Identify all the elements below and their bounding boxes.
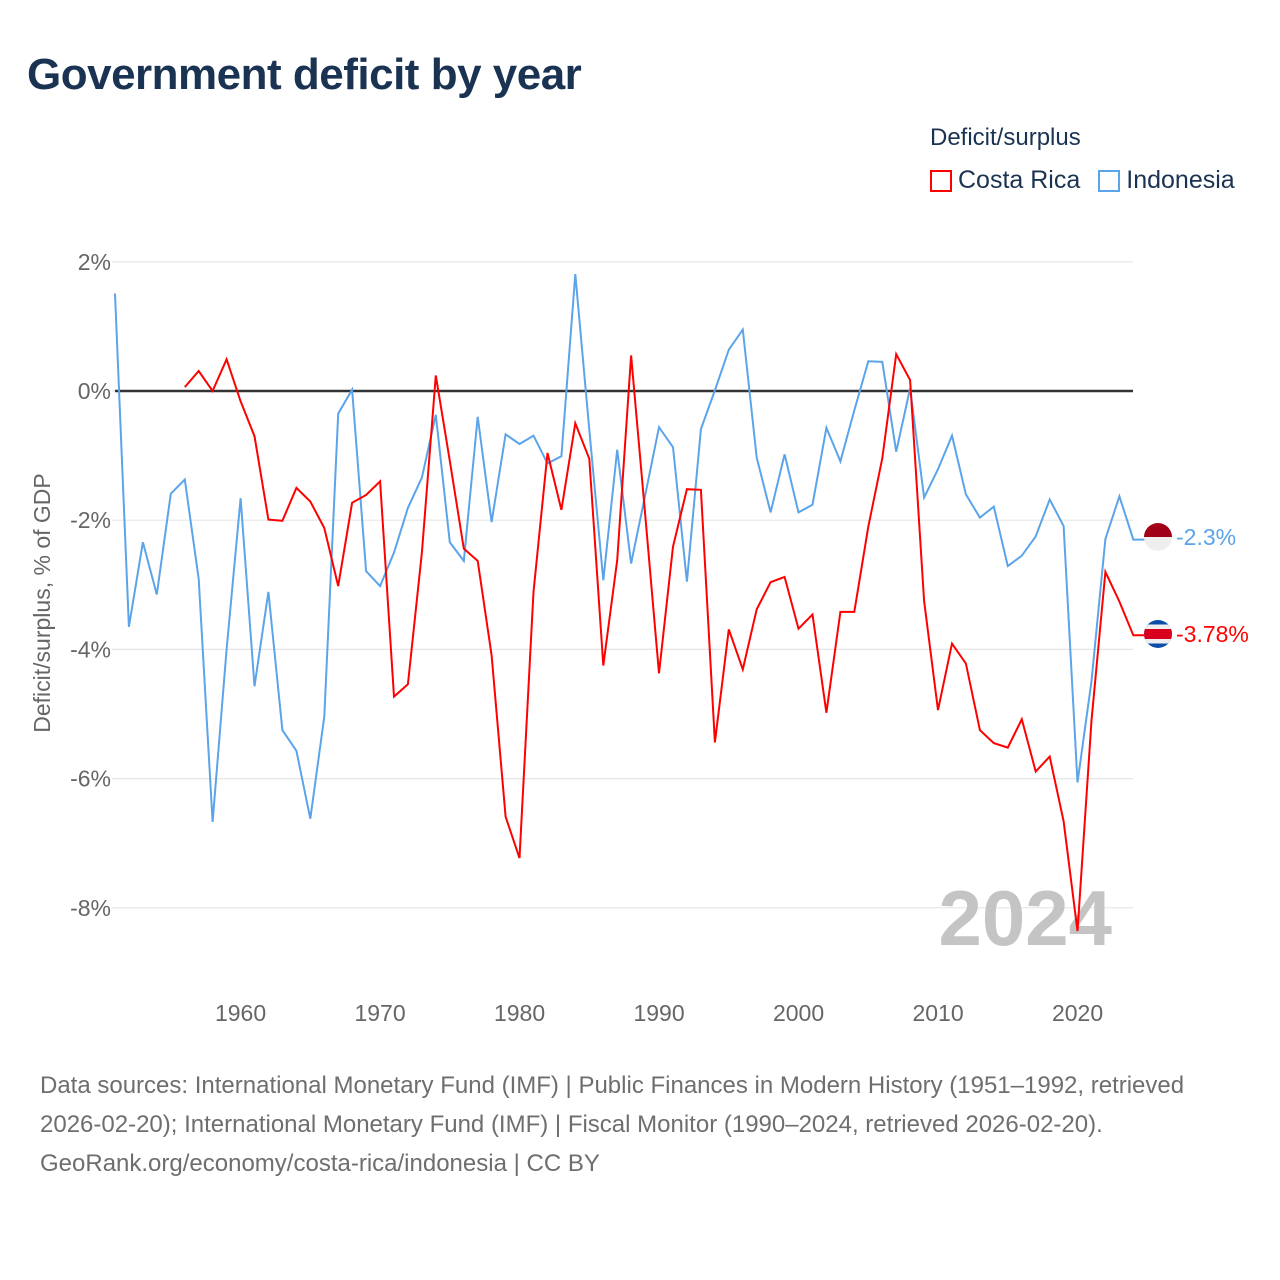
- indonesia-flag-icon: [1144, 523, 1172, 551]
- x-axis-ticks: 1960 1970 1980 1990 2000 2010 2020: [215, 1000, 1103, 1026]
- costa-rica-end-label: -3.78%: [1176, 621, 1249, 647]
- legend-title: Deficit/surplus: [930, 124, 1081, 151]
- gridlines: [112, 261, 1133, 909]
- year-watermark: 2024: [938, 874, 1112, 962]
- data-sources: Data sources: International Monetary Fun…: [40, 1072, 1185, 1138]
- y-tick-label: 2%: [78, 249, 111, 275]
- y-tick-label: -8%: [70, 895, 111, 921]
- legend-swatch-costa-rica: [930, 169, 952, 192]
- y-tick-label: 0%: [78, 378, 111, 404]
- x-tick-label: 2000: [773, 1000, 824, 1026]
- x-tick-label: 1990: [633, 1000, 684, 1026]
- y-tick-label: -4%: [70, 636, 111, 662]
- y-axis-label: Deficit/surplus, % of GDP: [29, 473, 55, 732]
- legend-item-indonesia[interactable]: Indonesia: [1098, 166, 1235, 195]
- y-axis-ticks: 2% 0% -2% -4% -6% -8%: [70, 249, 111, 921]
- credit-link[interactable]: GeoRank.org/economy/costa-rica/indonesia…: [40, 1150, 600, 1177]
- y-tick-label: -2%: [70, 507, 111, 533]
- x-tick-label: 1980: [494, 1000, 545, 1026]
- series-line-indonesia: [114, 274, 1148, 822]
- y-tick-label: -6%: [70, 766, 111, 792]
- series-lines: [114, 274, 1148, 932]
- legend-label: Costa Rica: [958, 166, 1081, 194]
- x-tick-label: 1970: [354, 1000, 405, 1026]
- legend: Costa Rica Indonesia: [930, 166, 1235, 195]
- costa-rica-flag-icon: [1144, 620, 1172, 648]
- legend-item-costa-rica[interactable]: Costa Rica: [930, 166, 1080, 195]
- x-tick-label: 2020: [1052, 1000, 1103, 1026]
- series-line-costa-rica: [184, 351, 1148, 932]
- page-title: Government deficit by year: [27, 50, 582, 99]
- x-tick-label: 2010: [912, 1000, 963, 1026]
- indonesia-end-label: -2.3%: [1176, 524, 1236, 550]
- legend-swatch-indonesia: [1098, 169, 1121, 192]
- footer: Data sources: International Monetary Fun…: [40, 1066, 1240, 1183]
- end-labels: -2.3% -3.78%: [1144, 523, 1249, 648]
- x-tick-label: 1960: [215, 1000, 266, 1026]
- legend-label: Indonesia: [1126, 166, 1235, 194]
